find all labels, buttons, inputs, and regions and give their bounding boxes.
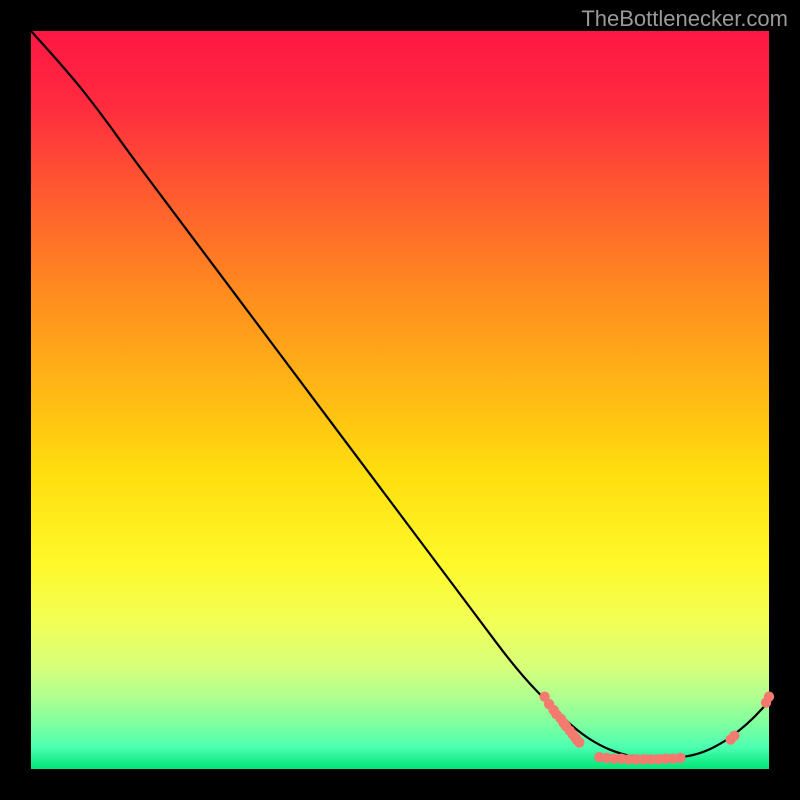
watermark-text: TheBottlenecker.com [581,6,788,32]
bottleneck-curve-plot [0,0,800,800]
marker-cluster [574,737,584,747]
chart-container: TheBottlenecker.com [0,0,800,800]
plot-background [31,31,769,769]
marker-valley [675,753,685,763]
marker-tail [729,731,739,741]
marker-tail [764,692,774,702]
